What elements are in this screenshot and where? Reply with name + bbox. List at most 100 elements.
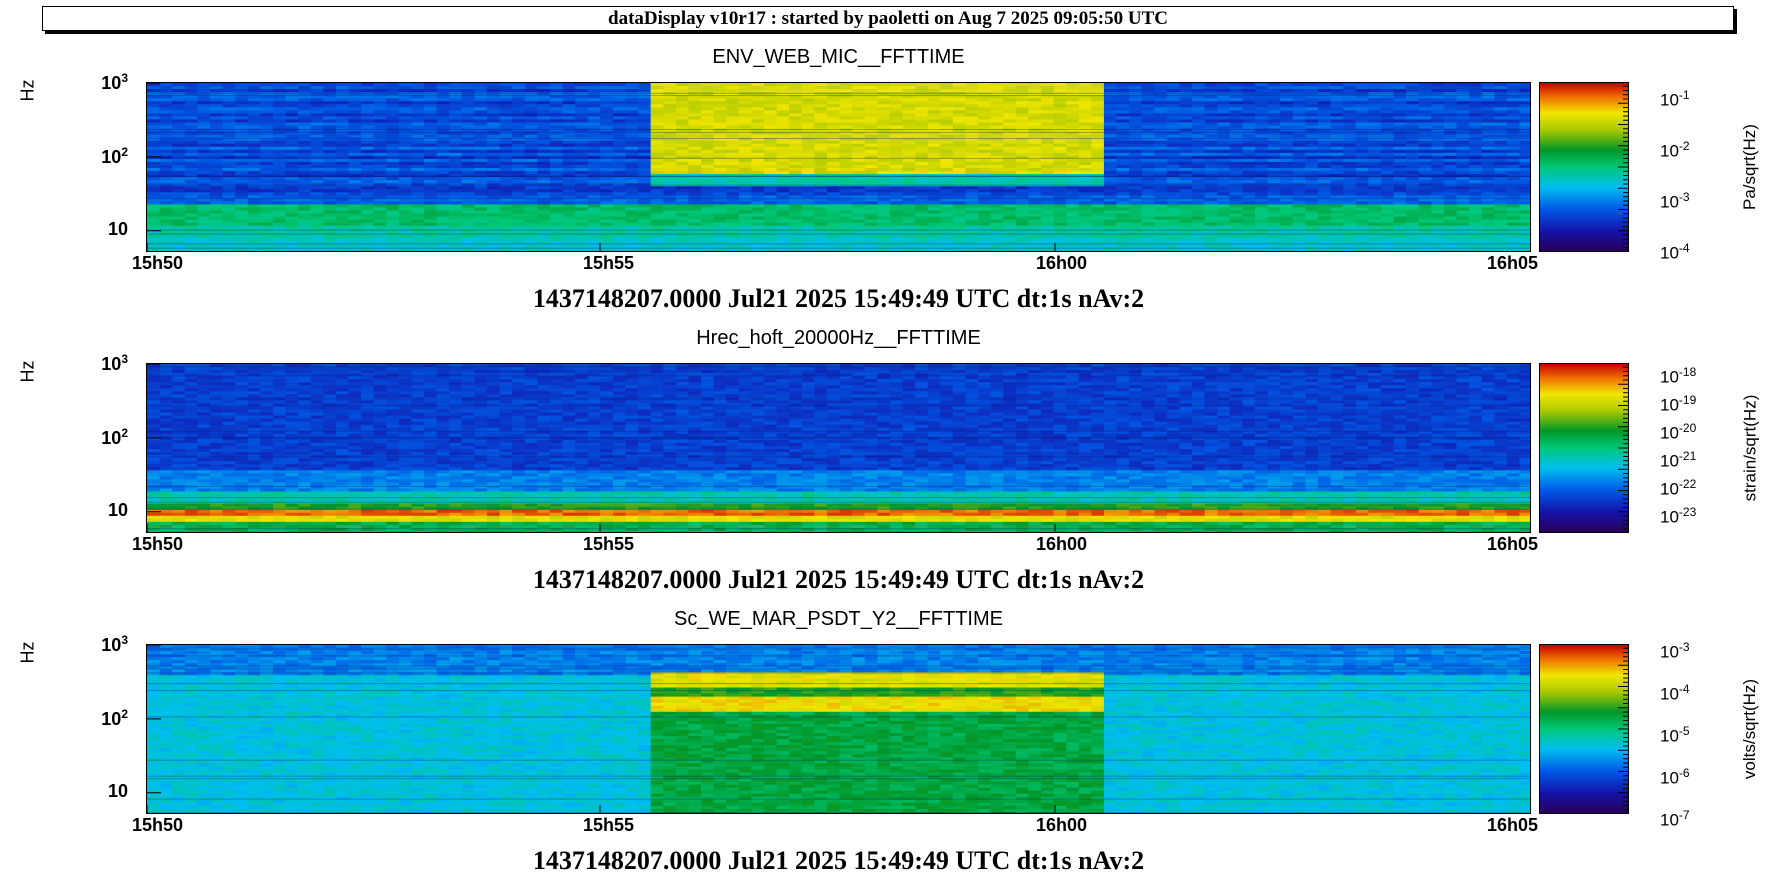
spectrogram-cell — [348, 158, 362, 163]
spectrogram-cell — [801, 122, 815, 127]
spectrogram-cell — [348, 140, 362, 145]
spectrogram-cell — [486, 216, 501, 221]
spectrogram-cell — [1418, 149, 1432, 154]
spectrogram-cell — [1129, 83, 1143, 87]
spectrogram-cell — [512, 98, 526, 102]
spectrogram-cell — [159, 134, 173, 139]
spectrogram-cell — [1267, 143, 1281, 148]
spectrogram-cell — [826, 134, 841, 139]
spectrogram-cell — [1103, 158, 1118, 163]
spectrogram-cell — [222, 195, 236, 199]
spectrogram-cell — [751, 192, 765, 196]
spectrogram-cell — [310, 104, 324, 108]
spectrogram-cell — [675, 186, 690, 190]
spectrogram-cell — [1456, 161, 1470, 166]
spectrogram-cell — [1431, 137, 1445, 142]
spectrogram-cell — [1469, 116, 1483, 121]
spectrogram-cell — [1368, 95, 1382, 99]
spectrogram-cell — [323, 125, 337, 130]
spectrogram-cell — [726, 204, 740, 209]
spectrogram-cell — [1355, 95, 1369, 99]
spectrogram-cell — [424, 210, 438, 215]
spectrogram-cell — [537, 180, 551, 184]
spectrogram-cell — [1255, 216, 1269, 221]
spectrogram-cell — [701, 189, 715, 193]
spectrogram-cell — [1280, 180, 1294, 184]
spectrogram-cell — [1317, 216, 1332, 221]
spectrogram-cell — [1393, 198, 1407, 202]
spectrogram-cell — [361, 177, 375, 181]
spectrogram-cell — [763, 213, 778, 218]
spectrogram-plot[interactable] — [146, 82, 1531, 252]
spectrogram-cell — [965, 149, 979, 154]
spectrogram-cell — [1431, 216, 1445, 221]
spectrogram-cell — [1141, 161, 1155, 166]
spectrogram-cell — [1154, 210, 1168, 215]
spectrogram-cell — [1066, 180, 1080, 184]
spectrogram-cell — [424, 189, 438, 193]
spectrogram-cell — [1255, 128, 1269, 133]
spectrogram-cell — [335, 180, 350, 184]
spectrogram-cell — [247, 177, 261, 181]
spectrogram-cell — [839, 137, 853, 142]
spectrogram-cell — [159, 89, 173, 93]
spectrogram-cell — [625, 158, 639, 163]
spectrogram-cell — [1078, 186, 1092, 190]
spectrogram-cell — [1040, 149, 1055, 154]
spectrogram-cell — [1040, 89, 1055, 93]
spectrogram-cell — [323, 195, 337, 199]
spectrogram-cell — [1015, 168, 1029, 172]
spectrogram-cell — [864, 92, 878, 96]
spectrogram-cell — [209, 146, 224, 151]
spectrogram-cell — [877, 89, 891, 93]
spectrogram-cell — [172, 161, 186, 166]
spectrogram-cell — [1166, 122, 1181, 127]
spectrogram-cell — [499, 210, 513, 215]
spectrogram-cell — [1481, 171, 1495, 175]
spectrogram-cell — [1456, 195, 1470, 199]
spectrogram-cell — [965, 104, 979, 108]
spectrogram-cell — [1506, 122, 1521, 127]
spectrogram-cell — [411, 216, 425, 221]
spectrogram-cell — [449, 171, 463, 175]
spectrogram-cell — [1015, 207, 1029, 212]
spectrogram-cell — [1380, 131, 1395, 136]
spectrogram-cell — [1343, 192, 1357, 196]
spectrogram-cell — [1355, 158, 1369, 163]
spectrogram-cell — [1028, 149, 1042, 154]
spectrogram-cell — [587, 213, 601, 218]
spectrogram-cell — [738, 92, 752, 96]
spectrogram-cell — [638, 125, 652, 130]
spectrogram-cell — [1469, 92, 1483, 96]
spectrogram-cell — [927, 183, 941, 187]
spectrogram-cell — [1393, 83, 1407, 87]
spectrogram-cell — [1355, 113, 1369, 117]
spectrogram-cell — [1481, 192, 1495, 196]
spectrogram-cell — [272, 171, 287, 175]
spectrogram-cell — [1280, 158, 1294, 163]
spectrogram-cell — [247, 155, 261, 160]
spectrogram-cell — [209, 128, 224, 133]
spectrogram-cell — [1355, 134, 1369, 139]
spectrogram-cell — [1229, 161, 1244, 166]
spectrogram-cell — [197, 158, 211, 163]
spectrogram-cell — [789, 122, 803, 127]
spectrogram-cell — [713, 134, 727, 139]
spectrogram-cell — [1406, 149, 1420, 154]
spectrogram-cell — [1116, 86, 1130, 90]
spectrogram-cell — [1431, 192, 1445, 196]
spectrogram-cell — [1456, 152, 1470, 157]
spectrogram-cell — [335, 149, 350, 154]
spectrogram-cell — [902, 83, 916, 87]
spectrogram-cell — [789, 210, 803, 215]
spectrogram-cell — [675, 119, 690, 124]
spectrogram-cell — [1305, 113, 1319, 117]
spectrogram-cell — [298, 98, 312, 102]
spectrogram-cell — [1066, 119, 1080, 124]
spectrogram-cell — [1204, 195, 1218, 199]
spectrogram-cell — [1116, 210, 1130, 215]
spectrogram-cell — [436, 98, 450, 102]
spectrogram-cell — [1204, 198, 1218, 202]
spectrogram-cell — [663, 201, 677, 206]
spectrogram-cell — [436, 164, 450, 169]
